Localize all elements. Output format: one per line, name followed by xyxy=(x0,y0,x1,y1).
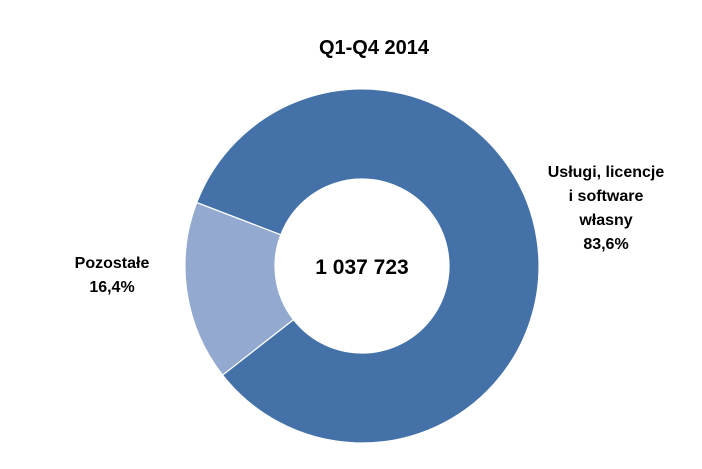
slice-label-uslugi-line-2: i software xyxy=(569,188,644,205)
slice-uslugi xyxy=(195,88,540,444)
slice-label-uslugi-line-1: Usługi, licencje xyxy=(548,164,665,181)
slice-label-uslugi-line-3: własny xyxy=(578,212,632,229)
slice-percent-uslugi: 83,6% xyxy=(583,236,628,253)
donut-slices xyxy=(184,88,540,444)
center-total-value: 1 037 723 xyxy=(315,256,408,279)
slice-pozostale xyxy=(184,201,295,376)
slice-percent-pozostale: 16,4% xyxy=(89,279,134,296)
slice-label-uslugi: Usługi, licencje i software własny 83,6% xyxy=(548,164,665,253)
chart-title: Q1-Q4 2014 xyxy=(319,37,430,59)
slice-label-pozostale-line-1: Pozostałe xyxy=(75,255,150,272)
slice-label-pozostale: Pozostałe 16,4% xyxy=(75,255,150,296)
